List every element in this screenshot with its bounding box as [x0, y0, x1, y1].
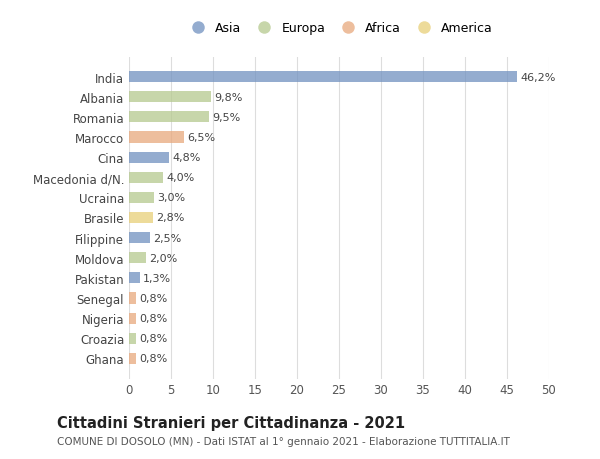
Legend: Asia, Europa, Africa, America: Asia, Europa, Africa, America [181, 19, 497, 39]
Bar [129, 92, 211, 103]
Text: 2,5%: 2,5% [154, 233, 182, 243]
Text: 2,0%: 2,0% [149, 253, 178, 263]
Bar [129, 213, 152, 224]
Text: 6,5%: 6,5% [187, 133, 215, 143]
Text: COMUNE DI DOSOLO (MN) - Dati ISTAT al 1° gennaio 2021 - Elaborazione TUTTITALIA.: COMUNE DI DOSOLO (MN) - Dati ISTAT al 1°… [57, 436, 510, 446]
Bar [129, 132, 184, 143]
Bar [129, 192, 154, 203]
Bar [129, 152, 169, 163]
Bar [129, 273, 140, 284]
Text: 9,8%: 9,8% [215, 93, 243, 102]
Text: 3,0%: 3,0% [158, 193, 185, 203]
Bar [129, 333, 136, 344]
Text: 1,3%: 1,3% [143, 273, 172, 283]
Bar [129, 112, 209, 123]
Bar [129, 72, 517, 83]
Text: 4,8%: 4,8% [173, 153, 201, 163]
Text: 0,8%: 0,8% [139, 334, 167, 343]
Bar [129, 293, 136, 304]
Text: 4,0%: 4,0% [166, 173, 194, 183]
Text: 46,2%: 46,2% [520, 73, 556, 83]
Bar [129, 313, 136, 324]
Text: 0,8%: 0,8% [139, 313, 167, 324]
Bar [129, 172, 163, 184]
Bar [129, 252, 146, 264]
Text: 2,8%: 2,8% [156, 213, 184, 223]
Text: Cittadini Stranieri per Cittadinanza - 2021: Cittadini Stranieri per Cittadinanza - 2… [57, 415, 405, 431]
Text: 0,8%: 0,8% [139, 353, 167, 364]
Text: 9,5%: 9,5% [212, 112, 241, 123]
Text: 0,8%: 0,8% [139, 293, 167, 303]
Bar [129, 233, 150, 244]
Bar [129, 353, 136, 364]
